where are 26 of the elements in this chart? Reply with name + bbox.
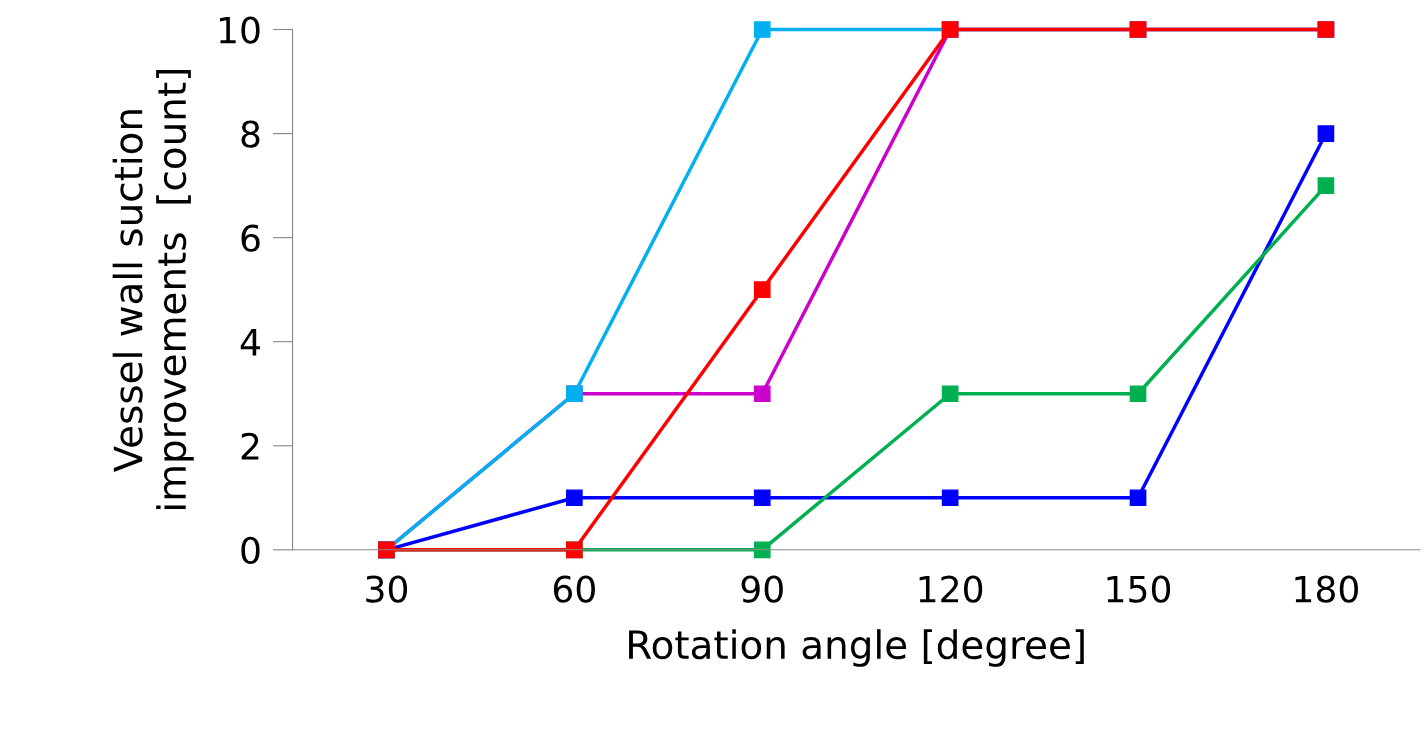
point	[941, 489, 959, 507]
point	[753, 541, 771, 559]
point	[1129, 385, 1147, 403]
point	[1129, 489, 1147, 507]
point	[753, 385, 771, 403]
point	[941, 385, 959, 403]
x-tick-label: 150	[1107, 575, 1171, 603]
x-tick-label: 180	[1295, 575, 1358, 603]
x-tick-label: 120	[919, 575, 983, 603]
y-tick-label: 4	[240, 329, 260, 356]
point	[1317, 177, 1335, 194]
y-tick-label: 2	[241, 432, 259, 460]
x-tick-label: 90	[741, 575, 783, 603]
y-tick-label: 0	[241, 536, 260, 565]
y-tick-label: 6	[241, 224, 260, 252]
point	[1317, 125, 1335, 142]
point	[753, 489, 771, 507]
y-tick-label: 10	[219, 16, 260, 44]
x-tick-label: 30	[366, 575, 408, 603]
point	[566, 489, 583, 507]
point	[753, 21, 771, 38]
x-axis-title: Rotation angle [degree]	[629, 629, 1084, 667]
x-tick-label: 60	[553, 575, 595, 603]
y-axis-title: Vessel wall suction improvements [count]	[112, 70, 194, 509]
point	[753, 281, 771, 298]
y-tick-label: 8	[241, 120, 260, 148]
